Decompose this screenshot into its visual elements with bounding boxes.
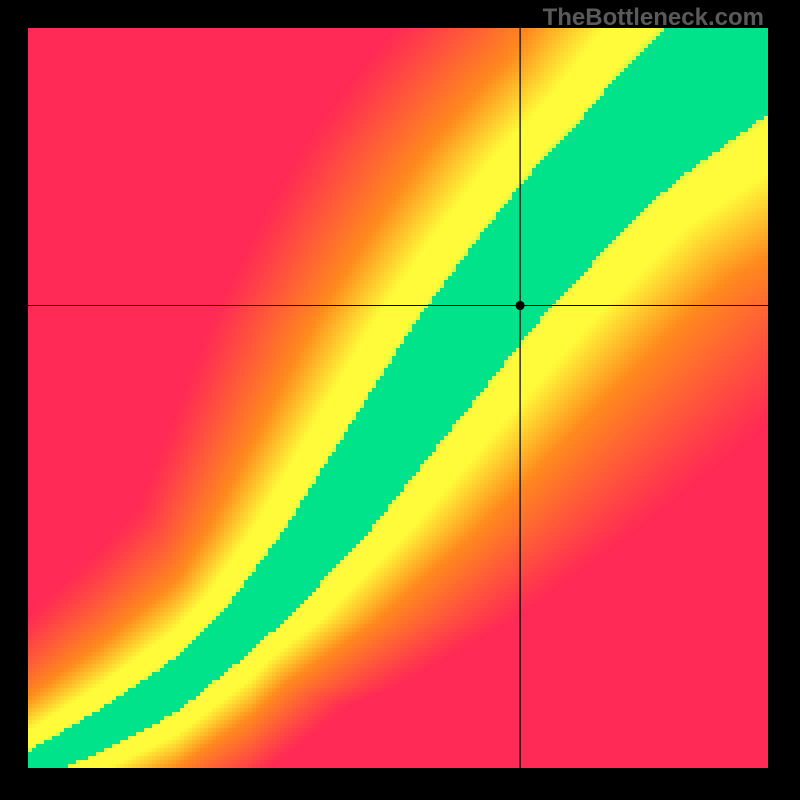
bottleneck-heatmap bbox=[0, 0, 800, 800]
watermark-text: TheBottleneck.com bbox=[543, 4, 764, 32]
